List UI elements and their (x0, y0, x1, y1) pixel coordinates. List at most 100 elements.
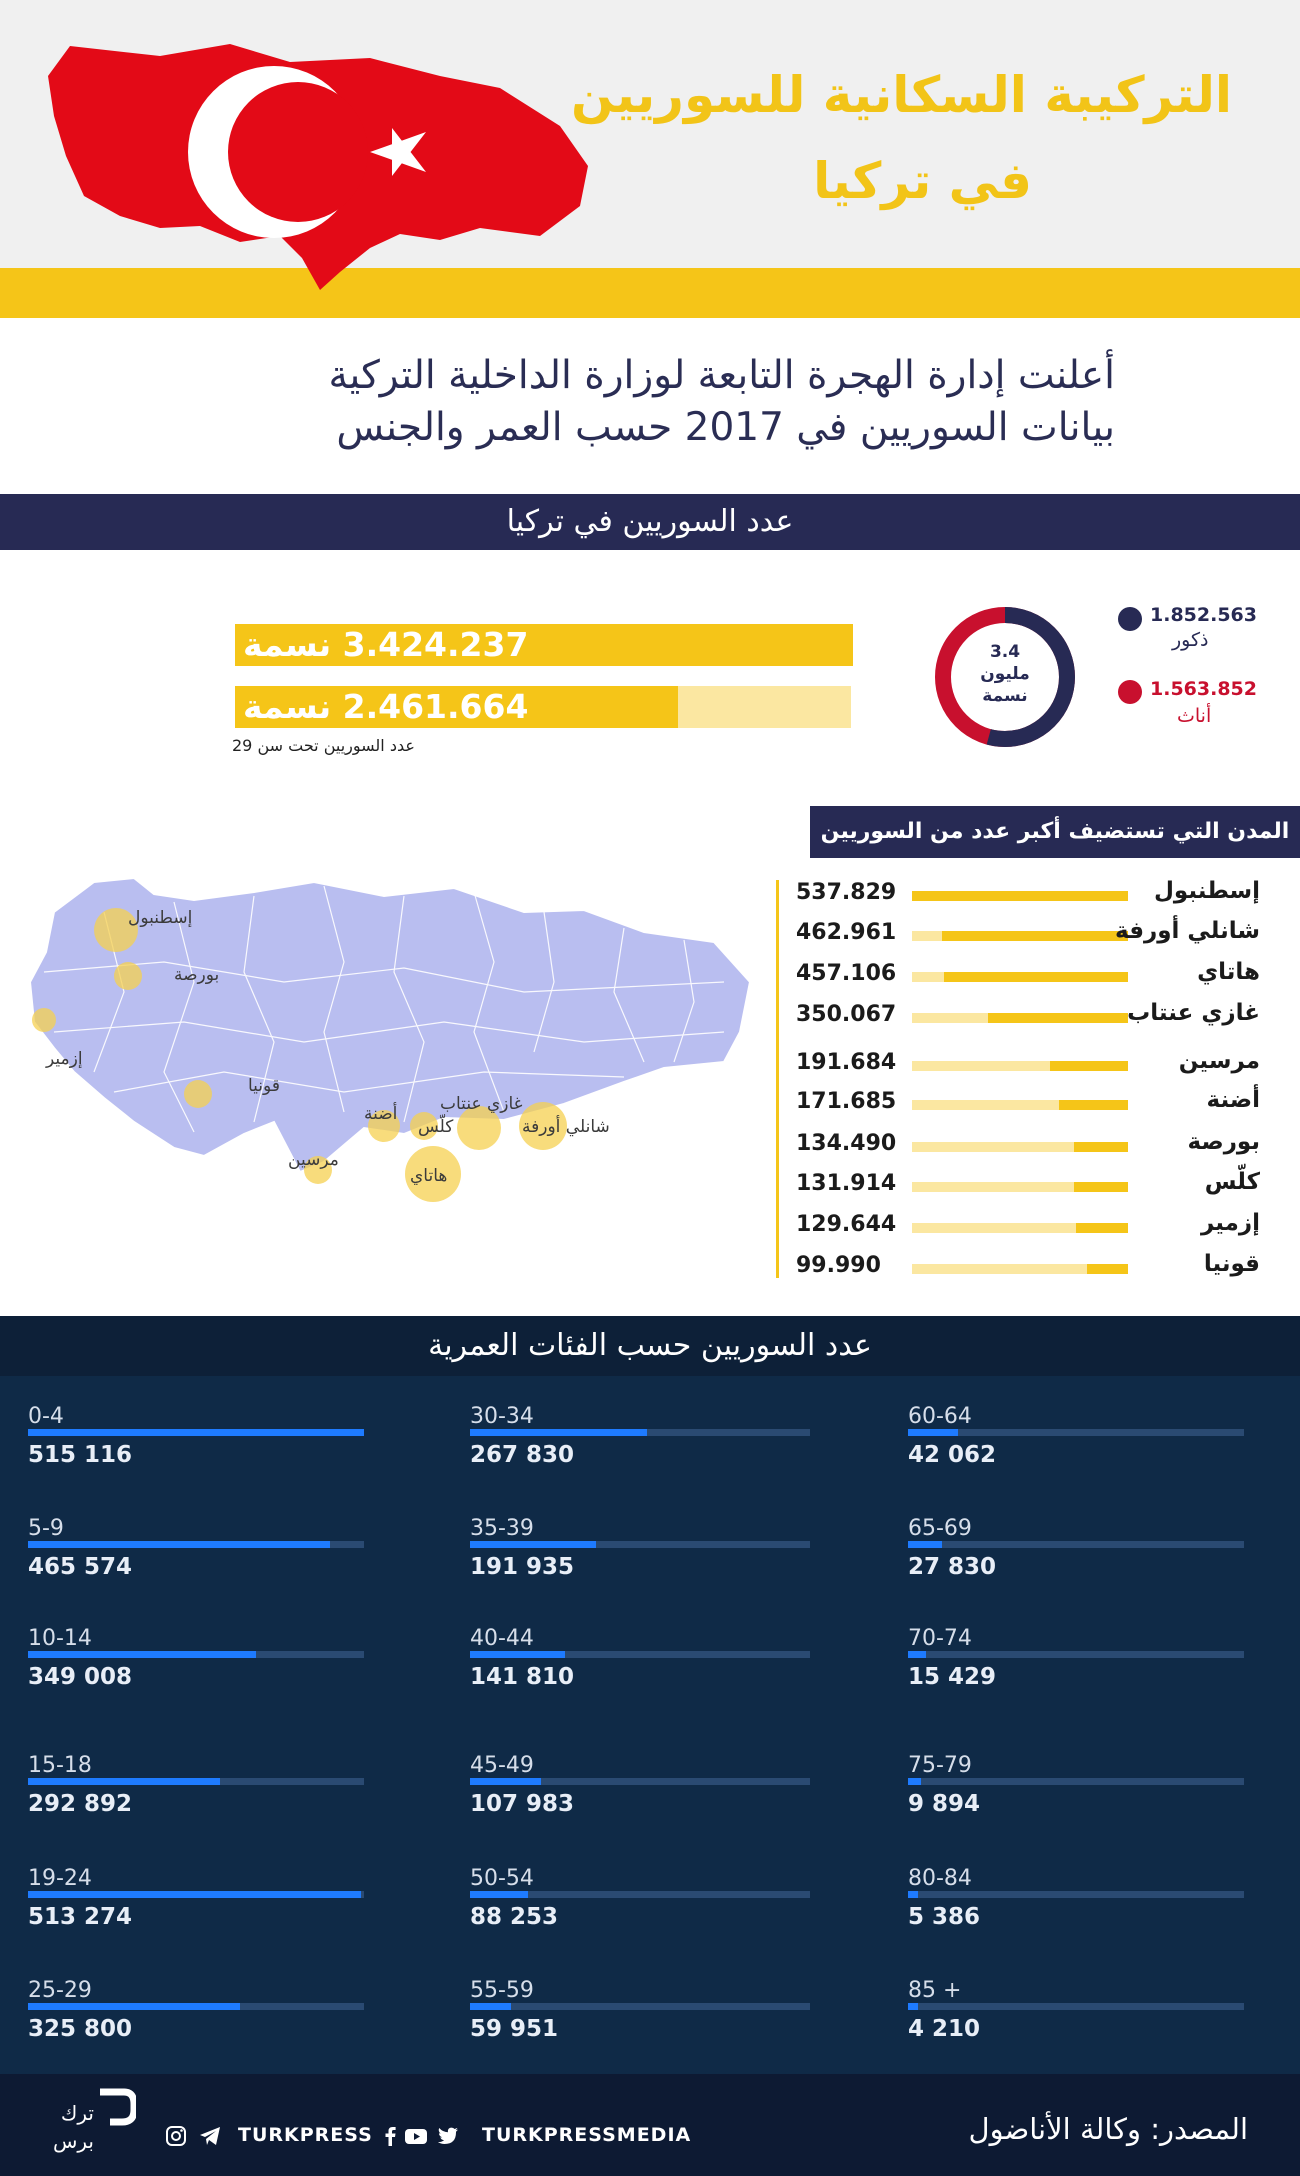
age-bar-track (908, 2003, 1244, 2010)
age-bar-track (470, 1651, 810, 1658)
under29-caption: عدد السوريين تحت سن 29 (232, 736, 415, 755)
turkey-flag-map-icon (48, 44, 588, 290)
city-name: شانلي أورفة (1115, 918, 1260, 944)
city-bar-fill (1076, 1223, 1128, 1233)
bubble-urfa (519, 1102, 567, 1150)
city-value: 99.990 (796, 1253, 881, 1278)
source-text: المصدر: وكالة الأناضول (968, 2112, 1248, 2146)
bubble-istanbul (94, 908, 138, 952)
age-group: 80-84 5 386 (908, 1866, 1248, 1946)
intro-line-2: بيانات السوريين في 2017 حسب العمر والجنس (336, 405, 1115, 450)
page-title-line-2: في تركيا (813, 152, 1032, 210)
donut-value: 3.4 (989, 642, 1021, 662)
city-name: إزمير (1200, 1210, 1260, 1236)
map-label-kilis: كلّس (418, 1117, 454, 1137)
age-group-label: 0-4 (28, 1404, 64, 1429)
age-bar-fill (908, 1541, 942, 1548)
age-group: 75-79 9 894 (908, 1753, 1248, 1833)
donut-unit: مليون (980, 664, 1030, 684)
age-bar-fill (28, 1429, 364, 1436)
age-bar-fill (28, 1778, 220, 1785)
telegram-icon[interactable] (198, 2124, 222, 2148)
age-group: 19-24 513 274 (28, 1866, 368, 1946)
map-label-hatay: هاتاي (410, 1166, 448, 1186)
age-bar-fill (908, 1429, 959, 1436)
brand-name[interactable]: TURKPRESS (238, 2124, 373, 2146)
age-group-value: 349 008 (28, 1664, 133, 1690)
intro-line-1: أعلنت إدارة الهجرة التابعة لوزارة الداخل… (328, 353, 1115, 398)
gender-donut-chart (935, 607, 1075, 747)
age-group-value: 5 386 (908, 1904, 981, 1930)
age-bar-track (470, 2003, 810, 2010)
age-group-label: 5-9 (28, 1516, 64, 1541)
age-bar-fill (28, 2003, 240, 2010)
female-count: 1.563.852 (1150, 678, 1257, 700)
age-bar-track (908, 1891, 1244, 1898)
twitter-icon[interactable] (436, 2124, 460, 2148)
city-bar-track (912, 1223, 1128, 1233)
female-legend-dot (1118, 680, 1142, 704)
city-row: 462.961 شانلي أورفة (0, 918, 1300, 952)
age-group-value: 325 800 (28, 2016, 133, 2042)
age-group-label: 70-74 (908, 1626, 972, 1651)
logo-text-top: ترك (61, 2101, 94, 2125)
turkpress-logo-icon: ترك برس (53, 2088, 136, 2153)
city-bar-fill (1074, 1142, 1128, 1152)
age-group: 85 + 4 210 (908, 1978, 1248, 2058)
age-bar-track (908, 1429, 1244, 1436)
bubble-bursa (114, 962, 142, 990)
age-section-background (0, 1316, 1300, 2074)
age-group: 45-49 107 983 (470, 1753, 810, 1833)
city-value: 131.914 (796, 1171, 897, 1196)
age-group: 65-69 27 830 (908, 1516, 1248, 1596)
male-legend-dot (1118, 607, 1142, 631)
age-group-label: 40-44 (470, 1626, 534, 1651)
age-group-value: 292 892 (28, 1791, 133, 1817)
city-bar-track (912, 972, 1128, 982)
age-group-value: 107 983 (470, 1791, 575, 1817)
age-bar-fill (470, 1891, 528, 1898)
age-group: 40-44 141 810 (470, 1626, 810, 1706)
map-label-gaziantep: غازي عنتاب (440, 1094, 523, 1114)
city-bar-fill (912, 891, 1128, 901)
age-group-label: 65-69 (908, 1516, 972, 1541)
section-title-population: عدد السوريين في تركيا (0, 494, 1300, 550)
age-group-label: 10-14 (28, 1626, 92, 1651)
age-group: 15-18 292 892 (28, 1753, 368, 1833)
age-bar-track (470, 1541, 810, 1548)
city-row: 129.644 إزمير (0, 1210, 1300, 1244)
age-group-value: 4 210 (908, 2016, 981, 2042)
age-group: 55-59 59 951 (470, 1978, 810, 2058)
age-group-label: 75-79 (908, 1753, 972, 1778)
section-title-ages: عدد السوريين حسب الفئات العمرية (0, 1316, 1300, 1376)
facebook-icon[interactable] (378, 2124, 402, 2148)
male-count: 1.852.563 (1150, 604, 1257, 626)
age-group-value: 515 116 (28, 1442, 133, 1468)
city-bar-track (912, 891, 1128, 901)
under29-bar: 2.461.664 نسمة (235, 686, 678, 728)
donut-center-text: 3.4 مليون نسمة (934, 641, 1076, 707)
city-name: كلّس (1204, 1169, 1260, 1195)
city-bar-track (912, 1142, 1128, 1152)
city-value: 129.644 (796, 1212, 897, 1237)
city-bar-track (912, 1061, 1128, 1071)
map-label-urfa: شانلي أورفة (522, 1117, 610, 1137)
youtube-icon[interactable] (404, 2124, 428, 2148)
instagram-icon[interactable] (164, 2124, 188, 2148)
age-group: 50-54 88 253 (470, 1866, 810, 1946)
age-bar-track (28, 1541, 364, 1548)
intro-text: أعلنت إدارة الهجرة التابعة لوزارة الداخل… (155, 350, 1115, 454)
age-bar-track (28, 2003, 364, 2010)
total-population-label: 3.424.237 نسمة (243, 625, 529, 664)
age-group-label: 55-59 (470, 1978, 534, 2003)
city-bar-fill (1086, 1264, 1128, 1274)
footer (0, 2074, 1300, 2176)
age-bar-fill (470, 1541, 596, 1548)
brand-handle[interactable]: TURKPRESSMEDIA (482, 2124, 692, 2146)
age-bar-track (28, 1778, 364, 1785)
bubble-kilis (410, 1112, 438, 1140)
age-bar-fill (908, 1891, 919, 1898)
city-row: 131.914 كلّس (0, 1169, 1300, 1203)
age-bar-fill (908, 2003, 919, 2010)
age-group-label: 60-64 (908, 1404, 972, 1429)
